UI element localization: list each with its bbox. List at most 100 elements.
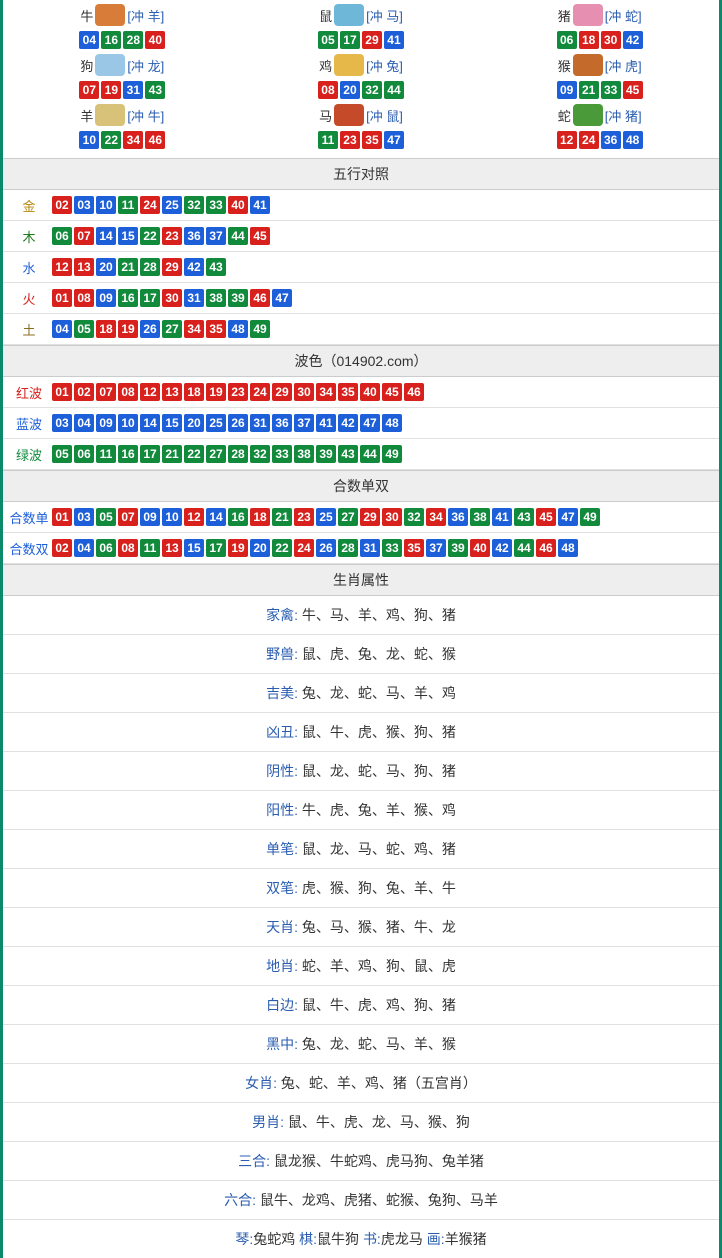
number-pill: 11: [118, 196, 138, 214]
number-pill: 10: [96, 196, 116, 214]
number-pill: 23: [162, 227, 182, 245]
number-pill: 19: [101, 81, 121, 99]
attr-label: 单笔:: [266, 841, 302, 857]
section-header-heshu: 合数单双: [3, 470, 719, 502]
footer-val: 虎龙马: [381, 1231, 427, 1247]
zodiac-cell: 羊[冲 牛]10223446: [3, 104, 242, 150]
zodiac-cell: 马[冲 鼠]11233547: [242, 104, 481, 150]
footer-line: 琴:兔蛇鸡 棋:鼠牛狗 书:虎龙马 画:羊猴猪: [3, 1220, 719, 1258]
attr-label: 吉美:: [266, 685, 302, 701]
number-pill: 26: [316, 539, 336, 557]
number-pill: 39: [448, 539, 468, 557]
zodiac-name: 鸡: [319, 56, 332, 75]
row-label: 木: [7, 227, 51, 246]
number-pill: 04: [74, 539, 94, 557]
row-label: 蓝波: [7, 414, 51, 433]
number-pill: 36: [272, 414, 292, 432]
zodiac-icon: [573, 54, 603, 76]
zodiac-icon: [573, 4, 603, 26]
zodiac-icon: [95, 4, 125, 26]
number-pill: 45: [536, 508, 556, 526]
number-pill: 21: [118, 258, 138, 276]
number-pill: 12: [52, 258, 72, 276]
zodiac-icon: [95, 104, 125, 126]
number-pill: 31: [250, 414, 270, 432]
row-label: 合数双: [7, 539, 51, 558]
number-pill: 12: [557, 131, 577, 149]
number-pill: 09: [96, 289, 116, 307]
attr-values: 蛇、羊、鸡、狗、鼠、虎: [302, 958, 456, 974]
attr-row: 野兽: 鼠、虎、兔、龙、蛇、猴: [3, 635, 719, 674]
number-pill: 20: [96, 258, 116, 276]
number-pill: 13: [74, 258, 94, 276]
number-pill: 30: [382, 508, 402, 526]
attr-values: 牛、马、羊、鸡、狗、猪: [302, 607, 456, 623]
zodiac-name: 蛇: [558, 106, 571, 125]
number-pill: 48: [382, 414, 402, 432]
number-pill: 15: [162, 414, 182, 432]
number-pill: 09: [557, 81, 577, 99]
number-pill: 22: [184, 445, 204, 463]
row-values: 0102070812131819232429303435404546: [51, 382, 715, 402]
attr-values: 兔、龙、蛇、马、羊、猴: [302, 1036, 456, 1052]
number-pill: 17: [340, 31, 360, 49]
attr-values: 鼠龙猴、牛蛇鸡、虎马狗、兔羊猪: [274, 1153, 484, 1169]
number-pill: 19: [118, 320, 138, 338]
number-pill: 25: [162, 196, 182, 214]
zodiac-icon: [334, 4, 364, 26]
number-pill: 48: [558, 539, 578, 557]
number-pill: 47: [272, 289, 292, 307]
number-pill: 30: [162, 289, 182, 307]
zodiac-header-row: 鸡[冲 兔]: [242, 54, 481, 76]
zodiac-numbers: 06183042: [480, 30, 719, 50]
number-pill: 01: [52, 508, 72, 526]
attr-row: 吉美: 兔、龙、蛇、马、羊、鸡: [3, 674, 719, 713]
attr-label: 阳性:: [266, 802, 302, 818]
number-pill: 10: [162, 508, 182, 526]
number-pill: 37: [426, 539, 446, 557]
zodiac-cell: 鼠[冲 马]05172941: [242, 4, 481, 50]
number-pill: 44: [228, 227, 248, 245]
row-label: 金: [7, 196, 51, 215]
number-pill: 25: [316, 508, 336, 526]
attr-values: 鼠牛、龙鸡、虎猪、蛇猴、兔狗、马羊: [260, 1192, 498, 1208]
number-pill: 13: [162, 383, 182, 401]
number-pill: 35: [338, 383, 358, 401]
number-pill: 08: [118, 539, 138, 557]
number-pill: 41: [492, 508, 512, 526]
zodiac-numbers: 07193143: [3, 80, 242, 100]
row-label: 绿波: [7, 445, 51, 464]
number-pill: 33: [272, 445, 292, 463]
attr-label: 地肖:: [266, 958, 302, 974]
zodiac-cell: 猪[冲 蛇]06183042: [480, 4, 719, 50]
number-pill: 48: [623, 131, 643, 149]
number-pill: 01: [52, 383, 72, 401]
keyed-row: 蓝波03040910141520252631363741424748: [3, 408, 719, 439]
row-values: 1213202128294243: [51, 257, 715, 277]
attr-values: 鼠、牛、虎、龙、马、猴、狗: [288, 1114, 470, 1130]
zodiac-header-row: 马[冲 鼠]: [242, 104, 481, 126]
number-pill: 05: [52, 445, 72, 463]
footer-key: 画:: [427, 1231, 445, 1247]
zodiac-header-row: 猴[冲 虎]: [480, 54, 719, 76]
number-pill: 11: [318, 131, 338, 149]
number-pill: 14: [96, 227, 116, 245]
attr-row: 六合: 鼠牛、龙鸡、虎猪、蛇猴、兔狗、马羊: [3, 1181, 719, 1220]
zodiac-numbers: 12243648: [480, 130, 719, 150]
number-pill: 46: [145, 131, 165, 149]
number-pill: 40: [145, 31, 165, 49]
attr-row: 男肖: 鼠、牛、虎、龙、马、猴、狗: [3, 1103, 719, 1142]
number-pill: 32: [404, 508, 424, 526]
keyed-row: 合数单0103050709101214161821232527293032343…: [3, 502, 719, 533]
number-pill: 02: [52, 196, 72, 214]
keyed-row: 红波0102070812131819232429303435404546: [3, 377, 719, 408]
number-pill: 24: [140, 196, 160, 214]
wuxing-table: 金02031011242532334041木060714152223363744…: [3, 190, 719, 345]
number-pill: 06: [96, 539, 116, 557]
number-pill: 41: [316, 414, 336, 432]
zodiac-icon: [334, 104, 364, 126]
number-pill: 28: [228, 445, 248, 463]
number-pill: 22: [101, 131, 121, 149]
number-pill: 04: [79, 31, 99, 49]
number-pill: 13: [162, 539, 182, 557]
